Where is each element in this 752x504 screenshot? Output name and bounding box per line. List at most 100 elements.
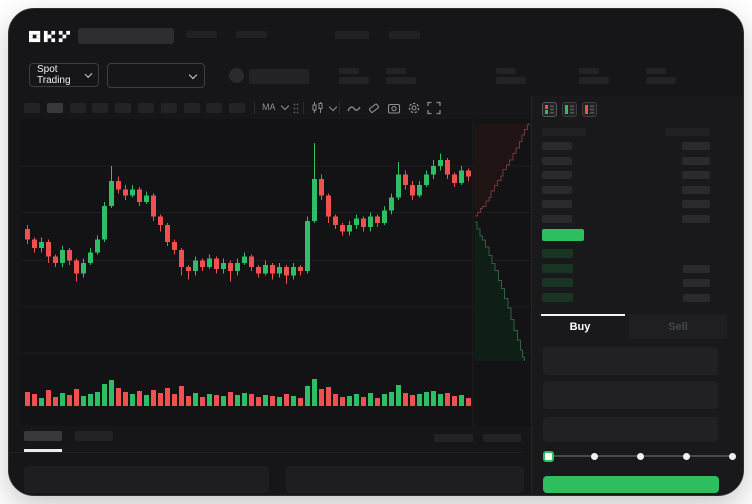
slider-stop-dot[interactable] xyxy=(682,452,690,460)
nav-link-skeleton[interactable] xyxy=(389,31,420,39)
amount-input[interactable] xyxy=(543,381,718,409)
ask-size-skeleton[interactable] xyxy=(682,142,710,150)
divider xyxy=(9,452,523,453)
ma-indicator-button[interactable]: MA xyxy=(262,101,289,112)
bid-price-skeleton[interactable] xyxy=(542,278,573,288)
slider-handle[interactable] xyxy=(542,450,554,462)
ask-size-skeleton[interactable] xyxy=(682,200,710,209)
bid-price-skeleton[interactable] xyxy=(542,249,573,258)
slider-stop-dot[interactable] xyxy=(590,452,598,460)
chart-area xyxy=(21,119,531,426)
pair-selector-dropdown[interactable] xyxy=(107,63,205,88)
toolbar-divider xyxy=(339,102,340,114)
toolbar-divider xyxy=(303,102,304,114)
chart-toolbar: MA xyxy=(9,97,523,119)
stat-value-skeleton xyxy=(339,77,369,84)
timeframe-chip[interactable] xyxy=(206,103,223,113)
total-input[interactable] xyxy=(543,417,718,442)
okx-logo xyxy=(29,30,70,43)
ask-price-skeleton[interactable] xyxy=(542,171,572,180)
drag-handle-dots-icon xyxy=(293,103,299,114)
timeframe-chip[interactable] xyxy=(46,103,63,113)
timeframe-chip[interactable] xyxy=(160,103,177,113)
orderbook-size-column-header xyxy=(665,128,710,136)
orderbook-bids xyxy=(542,249,710,309)
bottom-tab[interactable] xyxy=(75,431,113,441)
timeframe-chip[interactable] xyxy=(229,103,246,113)
ask-price-skeleton[interactable] xyxy=(542,185,572,194)
bid-size-skeleton[interactable] xyxy=(683,264,710,273)
nav-link-skeleton[interactable] xyxy=(335,31,369,39)
ask-size-skeleton[interactable] xyxy=(682,156,710,165)
stat-value-skeleton xyxy=(496,77,526,84)
bottom-action-skeleton[interactable] xyxy=(434,434,473,442)
candlestick-chart[interactable] xyxy=(21,119,531,426)
settings-gear-icon[interactable] xyxy=(407,101,421,115)
timeframe-chip[interactable] xyxy=(138,103,154,113)
pair-avatar[interactable] xyxy=(229,68,244,83)
orderbook-split-view-icon[interactable] xyxy=(542,102,557,117)
buy-tab[interactable]: Buy xyxy=(531,314,629,339)
instrument-header: Spot Trading xyxy=(9,57,743,97)
eraser-icon[interactable] xyxy=(367,101,381,115)
orderbook-view-toggle xyxy=(542,102,597,117)
amount-slider[interactable] xyxy=(531,446,743,466)
ask-price-skeleton[interactable] xyxy=(542,200,572,209)
ask-size-skeleton[interactable] xyxy=(682,185,710,194)
ask-price-skeleton[interactable] xyxy=(542,156,572,165)
nav-link-skeleton[interactable] xyxy=(186,31,217,38)
app-window: Spot Trading MA xyxy=(8,8,744,496)
bottom-tab-active[interactable] xyxy=(24,431,62,441)
ask-price-skeleton[interactable] xyxy=(542,215,572,223)
orderbook-asks-only-icon[interactable] xyxy=(582,102,597,117)
chevron-down-icon xyxy=(328,102,338,111)
market-type-label: Spot Trading xyxy=(37,64,71,86)
orderbook-bids-only-icon[interactable] xyxy=(562,102,577,117)
ask-size-skeleton[interactable] xyxy=(682,171,710,180)
stat-value-skeleton xyxy=(386,77,416,84)
chevron-down-icon xyxy=(188,70,198,79)
slider-stop-dot[interactable] xyxy=(728,452,736,460)
bottom-section xyxy=(9,426,531,495)
timeframe-chip[interactable] xyxy=(69,103,86,113)
bid-size-skeleton[interactable] xyxy=(683,279,710,288)
ask-price-skeleton[interactable] xyxy=(542,142,572,150)
ma-label: MA xyxy=(262,102,276,112)
price-input[interactable] xyxy=(543,347,718,375)
chevron-down-icon xyxy=(84,70,93,78)
slider-stop-dot[interactable] xyxy=(636,452,644,460)
indicator-line-icon[interactable] xyxy=(347,102,361,115)
timeframe-chip[interactable] xyxy=(92,103,109,113)
right-panel: Buy Sell xyxy=(531,96,743,495)
orderbook-asks xyxy=(542,142,710,230)
history-panel-skeleton xyxy=(286,466,524,493)
orderbook-last-price-bar[interactable] xyxy=(542,229,584,241)
nav-link-skeleton[interactable] xyxy=(236,31,267,38)
camera-screenshot-icon[interactable] xyxy=(387,101,401,115)
timeframe-chip[interactable] xyxy=(115,103,132,113)
orders-panel-skeleton xyxy=(24,466,269,493)
market-type-dropdown[interactable]: Spot Trading xyxy=(29,63,99,87)
bid-price-skeleton[interactable] xyxy=(542,263,573,273)
stat-label-skeleton xyxy=(579,68,599,74)
ask-size-skeleton[interactable] xyxy=(682,215,710,223)
top-navbar xyxy=(9,9,743,57)
trade-tabs: Buy Sell xyxy=(531,314,727,339)
bid-size-skeleton[interactable] xyxy=(683,293,710,302)
fullscreen-expand-icon[interactable] xyxy=(427,101,441,115)
stat-label-skeleton xyxy=(496,68,516,74)
stat-label-skeleton xyxy=(386,68,406,74)
search-input[interactable] xyxy=(78,28,174,44)
timeframe-chip[interactable] xyxy=(183,103,200,113)
buy-tab-indicator xyxy=(541,314,625,316)
chart-type-button[interactable] xyxy=(311,101,338,114)
sell-tab[interactable]: Sell xyxy=(629,314,727,339)
bottom-action-skeleton[interactable] xyxy=(483,434,521,442)
bid-price-skeleton[interactable] xyxy=(542,292,573,302)
timeframe-chip[interactable] xyxy=(24,103,40,113)
toolbar-divider xyxy=(254,102,255,114)
stat-label-skeleton xyxy=(646,68,666,74)
buy-submit-button[interactable] xyxy=(543,476,719,493)
pair-name-skeleton xyxy=(249,69,309,84)
